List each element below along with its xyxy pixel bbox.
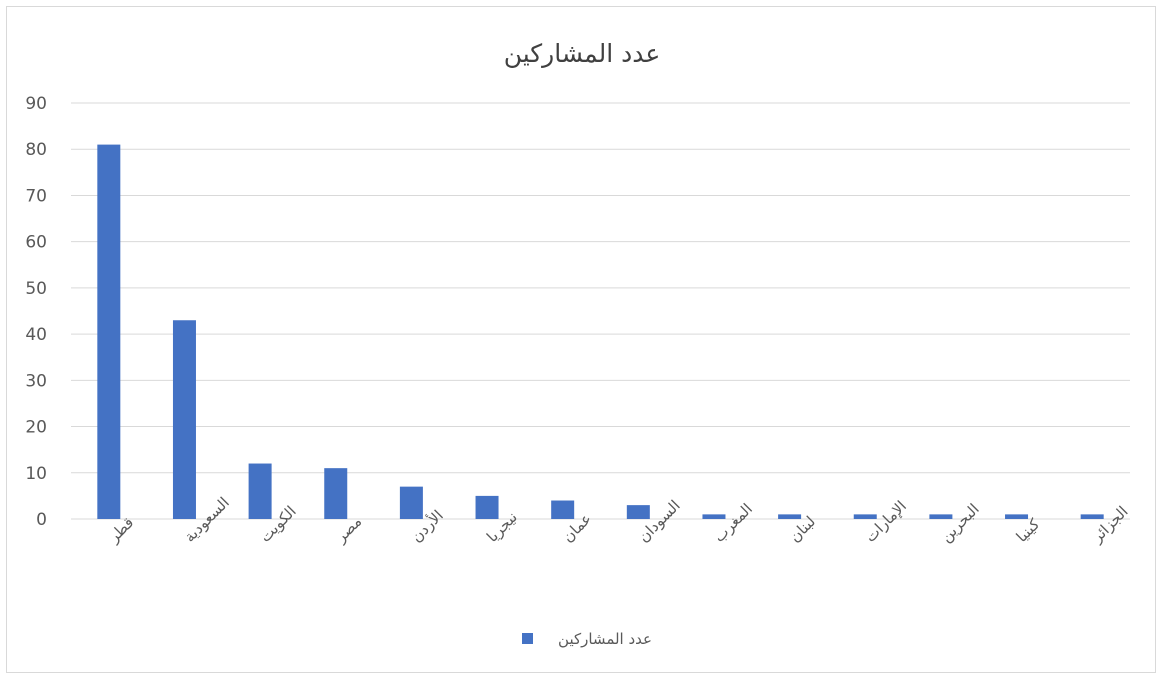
chart-title: عدد المشاركين [504,39,661,68]
legend: عدد المشاركين [522,630,652,648]
bar-5 [399,486,423,519]
bar-11 [853,514,877,519]
x-tick-label: الإمارات [861,497,910,546]
bar-12 [929,514,953,519]
y-tick-label: 10 [25,464,47,484]
legend-label: عدد المشاركين [558,630,652,648]
x-tick-label: المغرب [710,500,756,546]
y-tick-label: 0 [36,510,47,530]
x-tick-label: الجزائر [1088,502,1132,546]
bar-3 [248,463,272,519]
bar-13 [1005,514,1029,519]
y-tick-label: 20 [25,418,47,438]
bar-14 [1080,514,1104,519]
gridlines [71,102,1130,520]
x-tick-label: البحرين [937,500,983,546]
bar-9 [702,514,726,519]
bars [97,144,1104,519]
bar-6 [475,495,499,519]
bar-7 [551,500,575,519]
bar-1 [97,144,121,519]
bar-4 [324,468,348,519]
bar-8 [626,505,650,519]
y-tick-label: 70 [25,186,47,206]
y-tick-label: 30 [25,371,47,391]
y-tick-label: 90 [25,94,47,114]
y-tick-label: 40 [25,325,47,345]
x-tick-label: السودان [634,497,683,546]
y-axis: 0 10 20 30 40 50 60 70 80 90 [25,94,47,530]
chart-container: عدد المشاركين 0 10 20 30 40 50 60 70 80 90 قطر الس… [6,6,1156,673]
y-tick-label: 80 [25,140,47,160]
bar-10 [778,514,802,519]
bar-2 [172,320,196,519]
legend-swatch [522,633,533,644]
y-tick-label: 50 [25,279,47,299]
y-tick-label: 60 [25,233,47,253]
